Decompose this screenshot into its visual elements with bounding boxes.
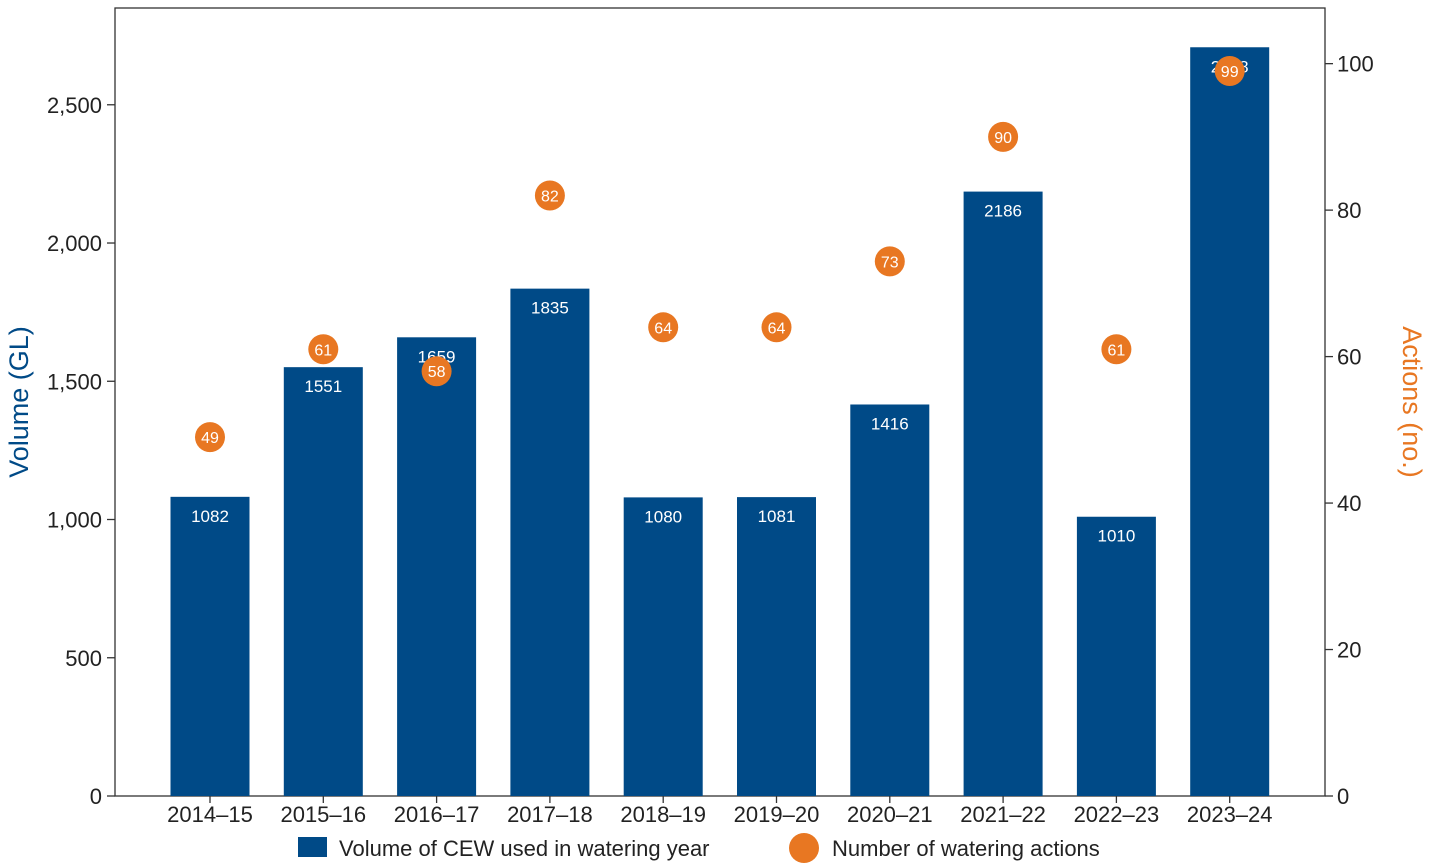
x-tick-label: 2016–17 — [394, 802, 480, 827]
watering-action-point — [874, 246, 905, 277]
watering-action-point — [988, 121, 1019, 152]
bar — [623, 497, 703, 796]
watering-action-point — [648, 312, 679, 343]
bar-value-label: 1081 — [758, 507, 796, 526]
x-tick-label: 2017–18 — [507, 802, 593, 827]
legend-bar-swatch — [298, 837, 327, 857]
x-tick-label: 2015–16 — [280, 802, 366, 827]
bar-value-label: 1835 — [531, 299, 569, 318]
bar — [737, 497, 816, 796]
point-value-label: 61 — [314, 342, 332, 359]
left-y-axis-title: Volume (GL) — [4, 326, 34, 478]
point-value-label: 90 — [994, 130, 1012, 147]
x-tick-label: 2014–15 — [167, 802, 253, 827]
bar-value-label: 1080 — [644, 507, 682, 526]
watering-action-point — [761, 312, 792, 343]
x-tick-label: 2022–23 — [1074, 802, 1160, 827]
bar-value-label: 1551 — [304, 377, 342, 396]
axes-group: 0 500 1,000 1,500 2,000 2,500 0 20 40 60 80 100 2014… — [4, 7, 1427, 827]
legend-point-swatch — [789, 833, 819, 863]
watering-action-point — [534, 180, 565, 211]
bars-group: 1082155116591835108010811416218610102708 — [170, 47, 1270, 796]
x-tick-label: 2019–20 — [734, 802, 820, 827]
x-tick-label: 2021–22 — [960, 802, 1046, 827]
right-y-tick-label: 0 — [1337, 784, 1349, 809]
right-y-axis-title: Actions (no.) — [1397, 326, 1427, 478]
watering-action-point — [421, 356, 452, 387]
point-value-label: 58 — [428, 364, 446, 381]
point-value-label: 82 — [541, 188, 559, 205]
bar — [397, 337, 477, 796]
bar — [850, 404, 930, 796]
legend: Volume of CEW used in watering year Numb… — [298, 833, 1100, 863]
watering-action-point — [1101, 334, 1132, 365]
left-y-tick-label: 500 — [65, 646, 102, 671]
watering-action-point — [195, 422, 225, 453]
watering-action-point — [308, 334, 339, 365]
right-y-tick-label: 80 — [1337, 198, 1361, 223]
right-y-tick-label: 60 — [1337, 345, 1361, 370]
left-y-tick-label: 1,500 — [47, 369, 102, 394]
left-y-tick-label: 1,000 — [47, 508, 102, 533]
bar — [1190, 47, 1270, 796]
point-value-label: 64 — [768, 320, 786, 337]
point-value-label: 99 — [1221, 64, 1239, 81]
bar — [283, 367, 363, 796]
right-y-tick-label: 100 — [1337, 52, 1374, 77]
legend-point-label: Number of watering actions — [832, 836, 1100, 861]
bar-value-label: 1010 — [1097, 527, 1135, 546]
watering-action-point — [1214, 55, 1245, 86]
right-y-tick-label: 40 — [1337, 491, 1361, 516]
x-tick-label: 2023–24 — [1187, 802, 1273, 827]
right-y-tick-label: 20 — [1337, 638, 1361, 663]
left-y-tick-label: 0 — [90, 784, 102, 809]
bar-value-label: 2186 — [984, 202, 1022, 221]
bar — [170, 496, 250, 796]
bar-value-label: 1082 — [191, 507, 229, 526]
bar-value-label: 1416 — [871, 414, 909, 433]
bar — [510, 288, 590, 796]
bar — [1076, 516, 1156, 796]
point-value-label: 61 — [1108, 342, 1126, 359]
points-group: 49 61 58 82 64 64 73 90 61 99 — [195, 55, 1245, 453]
point-value-label: 49 — [201, 430, 219, 447]
left-y-tick-label: 2,000 — [47, 231, 102, 256]
point-value-label: 64 — [654, 320, 672, 337]
plot-frame — [114, 7, 1326, 797]
x-tick-label: 2020–21 — [847, 802, 933, 827]
bar — [963, 191, 1043, 796]
left-y-tick-label: 2,500 — [47, 93, 102, 118]
legend-bar-label: Volume of CEW used in watering year — [339, 836, 710, 861]
x-tick-label: 2018–19 — [620, 802, 706, 827]
point-value-label: 73 — [881, 254, 899, 271]
